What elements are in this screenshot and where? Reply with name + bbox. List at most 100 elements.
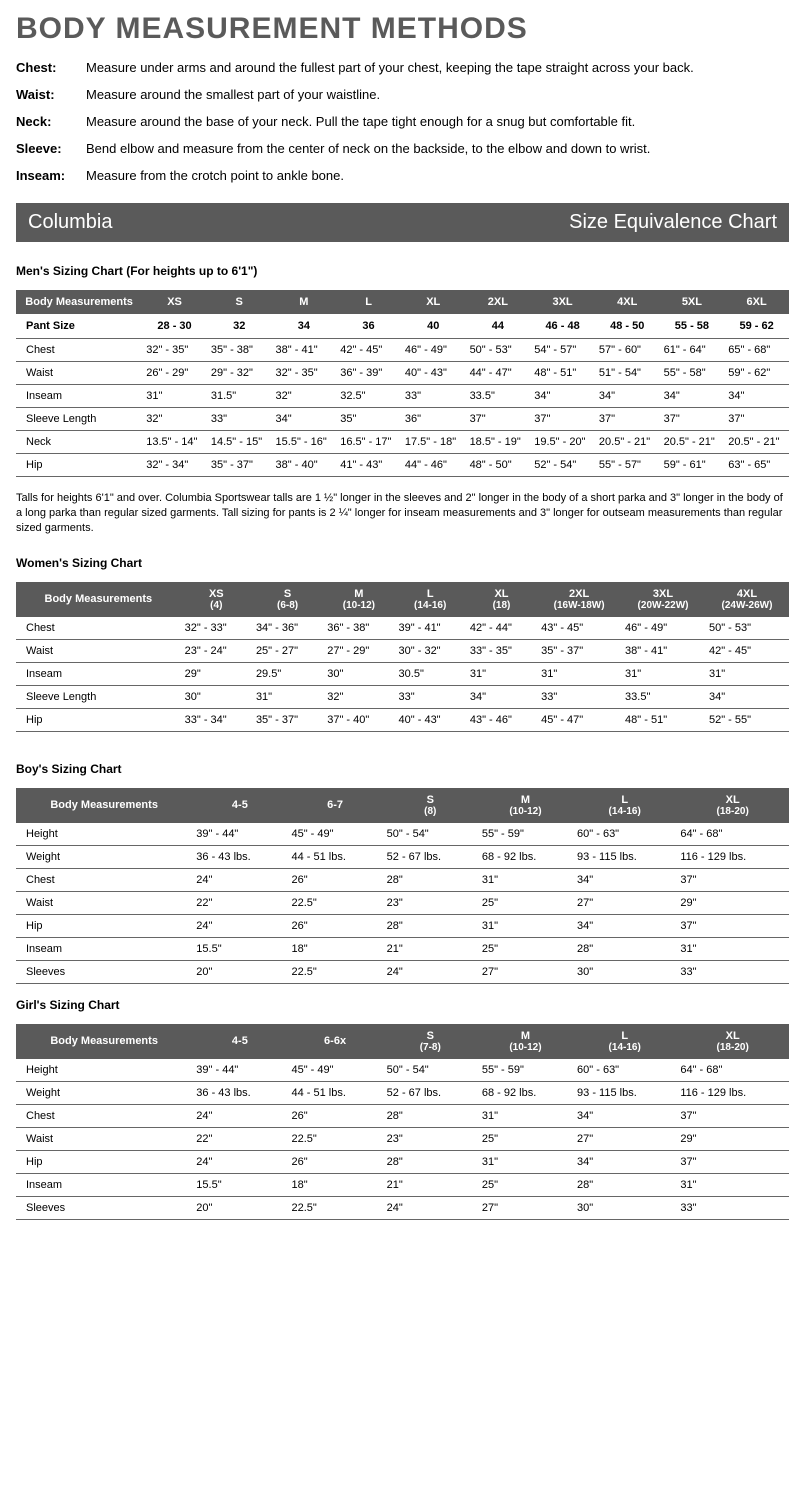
table-cell: 29" — [181, 662, 252, 685]
table-cell: 93 - 115 lbs. — [573, 1081, 676, 1104]
table-cell: 35" - 37" — [252, 708, 323, 731]
table-cell: 27" — [478, 960, 573, 983]
table-header-cell: 3XL — [530, 290, 595, 314]
table-cell: 52" - 55" — [705, 708, 789, 731]
table-cell: 36" — [401, 408, 466, 431]
girls-size-table: Body Measurements4-56-6xS(7-8)M(10-12)L(… — [16, 1024, 789, 1220]
table-cell: 31" — [705, 662, 789, 685]
table-cell: 25" - 27" — [252, 639, 323, 662]
table-cell: 25" — [478, 937, 573, 960]
table-cell: 27" — [573, 891, 676, 914]
table-cell: 33" — [207, 408, 272, 431]
table-cell: 54" - 57" — [530, 339, 595, 362]
table-cell: 20" — [192, 1196, 287, 1219]
table-cell: 18.5" - 19" — [466, 431, 531, 454]
table-row: Chest24"26"28"31"34"37" — [16, 868, 789, 891]
table-cell: 50" - 53" — [466, 339, 531, 362]
table-cell: 30" - 32" — [395, 639, 466, 662]
table-cell: 44" - 46" — [401, 454, 466, 477]
table-cell: 31" — [478, 914, 573, 937]
table-cell: 24" — [383, 1196, 478, 1219]
table-cell: 13.5" - 14" — [142, 431, 207, 454]
table-header-cell: 4-5 — [192, 1024, 287, 1059]
table-cell: 22.5" — [287, 1196, 382, 1219]
table-cell: 34" — [573, 1104, 676, 1127]
table-cell: 30" — [181, 685, 252, 708]
table-cell: 37" — [466, 408, 531, 431]
table-cell: 30" — [323, 662, 394, 685]
table-cell: 31" — [478, 1150, 573, 1173]
table-cell: 30" — [573, 960, 676, 983]
table-header-cell: M — [272, 290, 337, 314]
table-cell: 32" - 34" — [142, 454, 207, 477]
table-cell: 15.5" - 16" — [272, 431, 337, 454]
table-cell: 31.5" — [207, 385, 272, 408]
table-cell: 21" — [383, 937, 478, 960]
girls-chart-title: Girl's Sizing Chart — [16, 998, 789, 1012]
method-text: Measure around the base of your neck. Pu… — [86, 114, 789, 129]
table-cell: 15.5" — [192, 1173, 287, 1196]
table-cell: Sleeve Length — [16, 685, 181, 708]
table-cell: 41" - 43" — [336, 454, 401, 477]
table-row: Inseam15.5"18"21"25"28"31" — [16, 937, 789, 960]
table-cell: 36" - 39" — [336, 362, 401, 385]
table-cell: 40" - 43" — [401, 362, 466, 385]
table-header-cell: XL(18-20) — [676, 1024, 789, 1059]
table-cell: Hip — [16, 708, 181, 731]
table-cell: 32 — [207, 314, 272, 339]
table-cell: 34" - 36" — [252, 617, 323, 640]
table-header-cell: S(7-8) — [383, 1024, 478, 1059]
table-cell: Waist — [16, 639, 181, 662]
table-cell: Chest — [16, 617, 181, 640]
table-cell: 34" — [660, 385, 725, 408]
table-cell: 29" — [676, 891, 789, 914]
table-cell: 60" - 63" — [573, 823, 676, 846]
mens-chart-title: Men's Sizing Chart (For heights up to 6'… — [16, 264, 789, 278]
table-cell: Waist — [16, 1127, 192, 1150]
table-header-cell: L(14-16) — [395, 582, 466, 617]
table-row: Neck13.5" - 14"14.5" - 15"15.5" - 16"16.… — [16, 431, 789, 454]
table-cell: 35" — [336, 408, 401, 431]
table-cell: 46" - 49" — [401, 339, 466, 362]
table-cell: 34" — [530, 385, 595, 408]
table-header-cell: 2XL — [466, 290, 531, 314]
table-cell: 18" — [287, 937, 382, 960]
table-cell: 39" - 44" — [192, 823, 287, 846]
table-row: Waist22"22.5"23"25"27"29" — [16, 1127, 789, 1150]
table-cell: 22.5" — [287, 1127, 382, 1150]
table-cell: 33" — [676, 960, 789, 983]
mens-note: Talls for heights 6'1" and over. Columbi… — [16, 491, 789, 536]
table-cell: 30" — [573, 1196, 676, 1219]
table-cell: 34" — [466, 685, 537, 708]
table-cell: 48" - 50" — [466, 454, 531, 477]
table-cell: Weight — [16, 845, 192, 868]
table-header-cell: S — [207, 290, 272, 314]
table-cell: 26" — [287, 914, 382, 937]
table-cell: 30.5" — [395, 662, 466, 685]
boys-chart-title: Boy's Sizing Chart — [16, 762, 789, 776]
table-cell: 50" - 54" — [383, 823, 478, 846]
table-cell: 28" — [573, 1173, 676, 1196]
table-cell: 31" — [537, 662, 621, 685]
table-cell: 34" — [573, 868, 676, 891]
table-row: Sleeve Length30"31"32"33"34"33"33.5"34" — [16, 685, 789, 708]
table-cell: 32" — [323, 685, 394, 708]
table-cell: 48 - 50 — [595, 314, 660, 339]
table-cell: 24" — [192, 1104, 287, 1127]
table-cell: Chest — [16, 339, 142, 362]
table-cell: 35" - 38" — [207, 339, 272, 362]
table-cell: 59" - 61" — [660, 454, 725, 477]
table-header-cell: Body Measurements — [16, 582, 181, 617]
table-header-cell: Body Measurements — [16, 290, 142, 314]
table-row: Hip33" - 34"35" - 37"37" - 40"40" - 43"4… — [16, 708, 789, 731]
table-cell: 27" — [478, 1196, 573, 1219]
table-cell: 45" - 49" — [287, 823, 382, 846]
table-cell: 15.5" — [192, 937, 287, 960]
table-cell: Hip — [16, 1150, 192, 1173]
table-cell: 33.5" — [466, 385, 531, 408]
table-cell: 23" - 24" — [181, 639, 252, 662]
table-cell: 31" — [252, 685, 323, 708]
table-cell: 28" — [383, 868, 478, 891]
method-row: Waist: Measure around the smallest part … — [16, 87, 789, 102]
table-cell: 27" - 29" — [323, 639, 394, 662]
